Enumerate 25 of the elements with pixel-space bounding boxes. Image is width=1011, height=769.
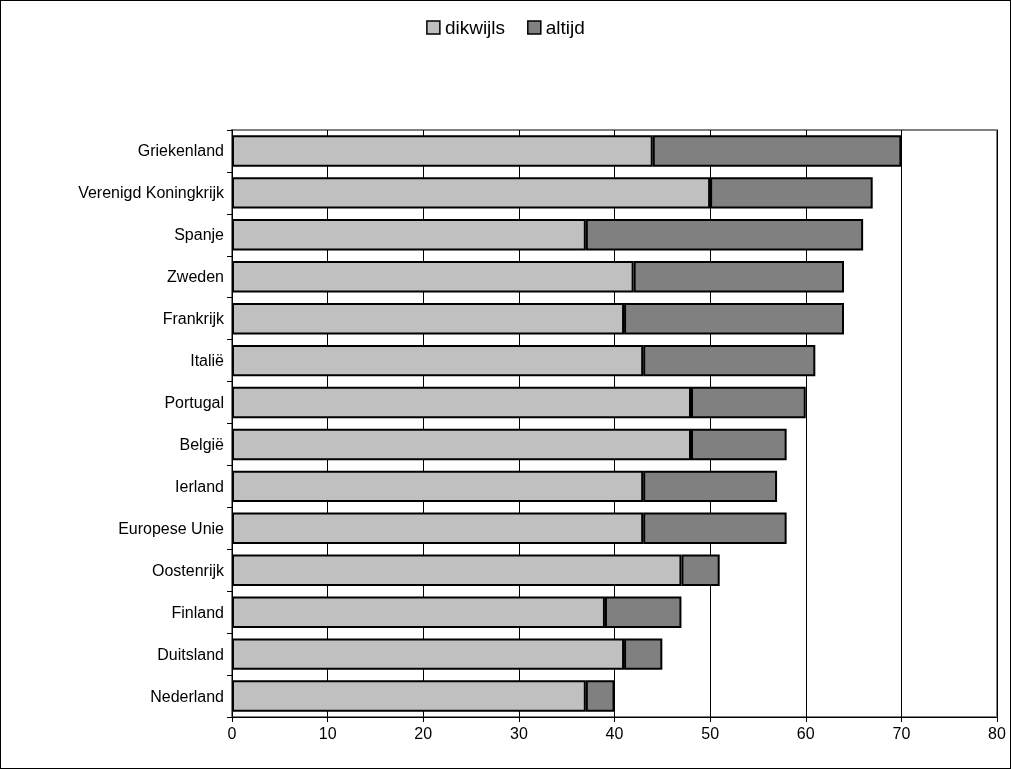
y-tick-label: Oostenrijk: [151, 561, 225, 579]
x-tick-label: 60: [796, 724, 815, 742]
x-tick-label: 30: [509, 724, 528, 742]
y-tick-label: Duitsland: [157, 645, 224, 663]
y-tick-label: Frankrijk: [162, 310, 225, 328]
legend-label: altijd: [545, 17, 585, 38]
legend-label: dikwijls: [444, 17, 506, 38]
y-tick-label: Portugal: [164, 394, 224, 412]
y-tick-label: Europese Unie: [118, 519, 225, 537]
y-tick-label: Finland: [171, 603, 224, 621]
x-tick-label: 70: [892, 724, 911, 742]
y-tick-label: Nederland: [150, 687, 224, 705]
x-tick-label: 40: [605, 724, 624, 742]
x-tick-label: 20: [414, 724, 433, 742]
y-tick-label: Griekenland: [137, 142, 224, 160]
y-tick-label: Spanje: [174, 226, 225, 244]
y-tick-label: Ierland: [175, 477, 224, 495]
x-tick-label: 50: [701, 724, 720, 742]
y-tick-label: België: [179, 435, 225, 453]
x-tick-label: 0: [227, 724, 237, 742]
x-tick-label: 80: [988, 724, 1006, 742]
y-tick-label: Zweden: [167, 268, 224, 286]
y-tick-label: Italië: [190, 352, 225, 370]
y-tick-label: Verenigd Koningkrijk: [78, 184, 225, 202]
x-tick-label: 10: [318, 724, 337, 742]
